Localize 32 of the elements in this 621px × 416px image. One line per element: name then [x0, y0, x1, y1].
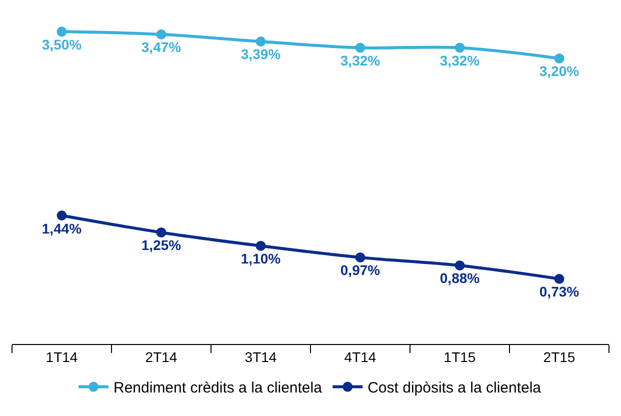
point [56, 26, 67, 37]
data-label: 1,25% [141, 237, 182, 254]
data-label: 3,20% [539, 63, 580, 80]
point [355, 42, 366, 53]
data-label: 3,50% [42, 36, 82, 52]
point [355, 252, 366, 262]
x-tick-label: 4T14 [344, 348, 376, 365]
data-label: 3,47% [141, 39, 182, 56]
point [454, 260, 465, 270]
legend-label: Cost dipòsits a la clientela [368, 380, 542, 397]
point [56, 210, 67, 220]
data-label: 3,39% [240, 46, 282, 62]
x-tick-label: 2T15 [543, 348, 576, 365]
point [554, 53, 564, 64]
data-label: 1,44% [42, 220, 82, 236]
point [156, 227, 166, 238]
data-label: 0,88% [440, 270, 480, 286]
x-tick-label: 2T14 [145, 348, 178, 365]
x-tick-label: 1T14 [46, 348, 78, 365]
data-label: 0,97% [340, 262, 381, 278]
data-label: 1,10% [240, 250, 282, 267]
x-tick-label: 3T14 [244, 348, 277, 365]
point [256, 36, 266, 46]
point [554, 274, 564, 284]
point [454, 42, 465, 53]
point [156, 29, 166, 40]
x-tick-label: 1T15 [444, 348, 476, 365]
data-label: 3,32% [340, 52, 381, 68]
data-label: 3,32% [440, 52, 480, 68]
data-label: 0,73% [539, 284, 580, 300]
point [256, 240, 266, 251]
legend-label: Rendiment crèdits a la clientela [114, 380, 323, 397]
